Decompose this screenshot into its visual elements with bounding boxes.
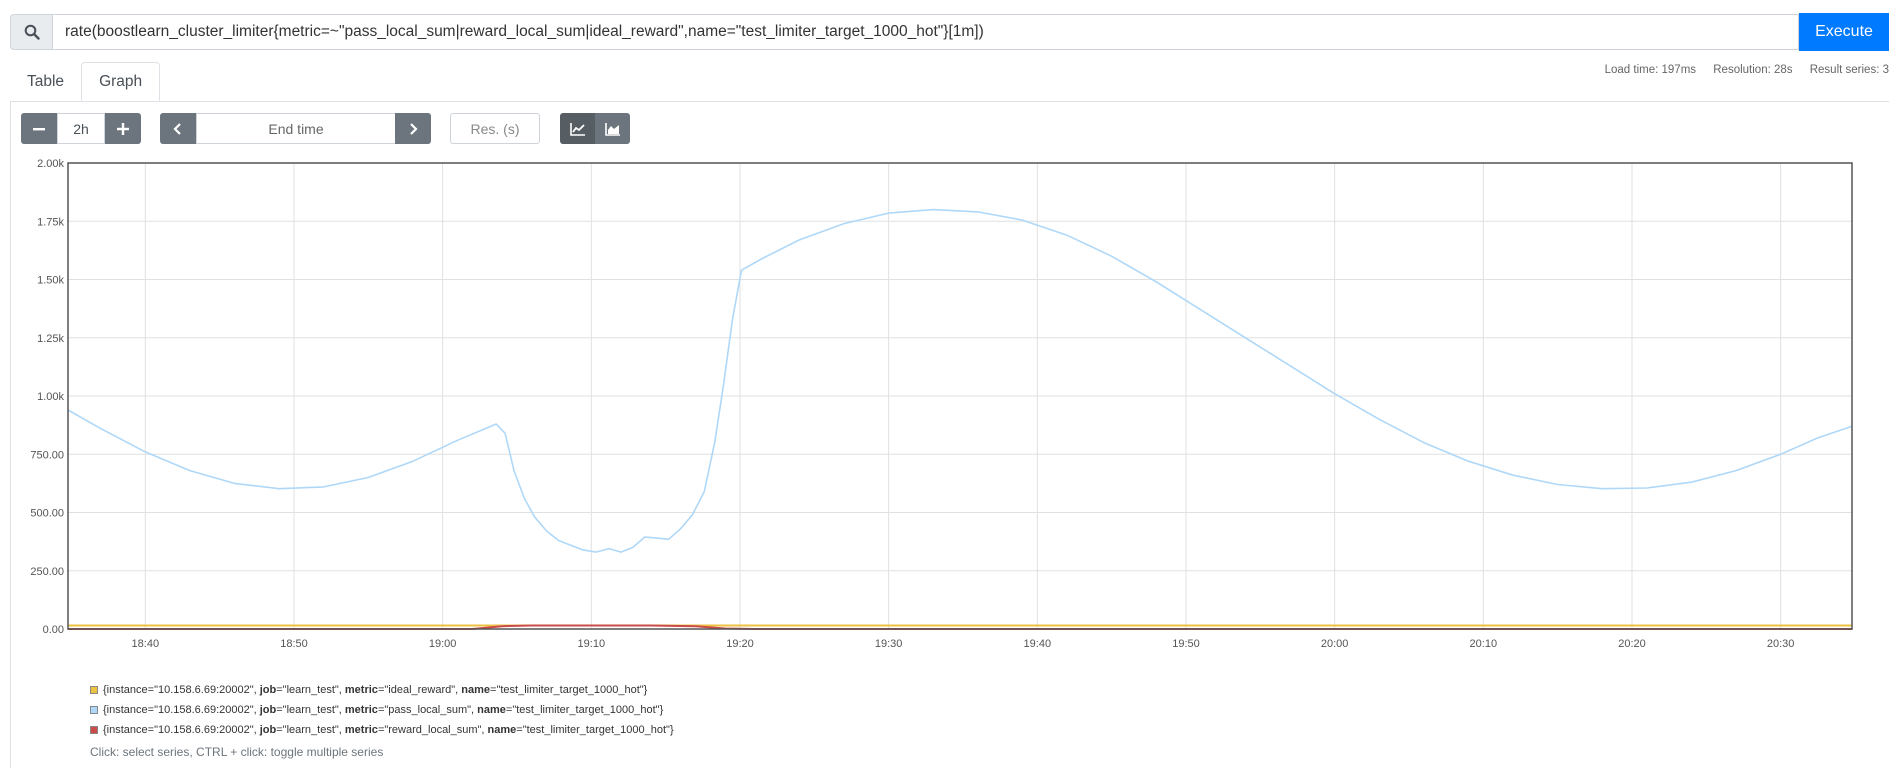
decrease-range-button[interactable] xyxy=(21,113,57,144)
series-line-1[interactable] xyxy=(67,208,1853,553)
resolution-stat: Resolution: 28s xyxy=(1713,64,1793,76)
x-tick-label: 20:30 xyxy=(1767,638,1795,650)
increase-range-button[interactable] xyxy=(105,113,141,144)
legend-swatch xyxy=(90,686,98,694)
time-series-chart[interactable]: 0.00 250.00 500.00 750.00 1.00k 1.25k 1.50k 1.7… xyxy=(0,152,1889,662)
legend-swatch xyxy=(90,726,98,734)
x-tick-label: 19:40 xyxy=(1024,638,1052,650)
chevron-left-icon xyxy=(173,122,181,135)
y-tick-label: 750.00 xyxy=(30,449,64,461)
x-tick-label: 19:50 xyxy=(1172,638,1200,650)
minus-icon xyxy=(33,127,45,130)
next-time-button[interactable] xyxy=(395,113,431,144)
y-tick-label: 1.00k xyxy=(37,391,64,403)
legend-hint: Click: select series, CTRL + click: togg… xyxy=(90,745,384,759)
expression-input[interactable]: rate(boostlearn_cluster_limiter{metric=~… xyxy=(52,14,1799,50)
y-tick-label: 250.00 xyxy=(30,566,64,578)
y-tick-label: 0.00 xyxy=(43,624,64,636)
legend-item[interactable]: {instance="10.158.6.69:20002", job="lear… xyxy=(90,700,674,720)
x-tick-label: 20:00 xyxy=(1321,638,1349,650)
x-tick-label: 20:20 xyxy=(1618,638,1646,650)
range-input[interactable]: 2h xyxy=(57,113,105,144)
x-tick-label: 19:10 xyxy=(578,638,606,650)
y-tick-label: 1.75k xyxy=(37,216,64,228)
result-series-stat: Result series: 3 xyxy=(1809,64,1889,76)
plus-icon xyxy=(117,122,129,135)
y-tick-label: 2.00k xyxy=(37,158,64,170)
tab-table[interactable]: Table xyxy=(27,72,65,90)
y-tick-label: 1.50k xyxy=(37,275,64,287)
chart-legend: {instance="10.158.6.69:20002", job="lear… xyxy=(90,680,674,740)
chart-grid xyxy=(68,162,1852,630)
plot-frame xyxy=(67,162,1853,630)
x-tick-label: 18:40 xyxy=(132,638,160,650)
query-bar: rate(boostlearn_cluster_limiter{metric=~… xyxy=(10,13,1889,51)
stacked-chart-button[interactable] xyxy=(595,113,630,144)
legend-label: {instance="10.158.6.69:20002", job="lear… xyxy=(103,684,648,696)
view-tabs: Table Graph xyxy=(10,62,161,102)
resolution-input[interactable]: Res. (s) xyxy=(450,113,540,144)
x-tick-label: 19:00 xyxy=(429,638,457,650)
execute-button[interactable]: Execute xyxy=(1799,13,1889,51)
legend-label: {instance="10.158.6.69:20002", job="lear… xyxy=(103,704,664,716)
x-tick-label: 19:30 xyxy=(875,638,903,650)
y-tick-label: 500.00 xyxy=(30,508,64,520)
chevron-right-icon xyxy=(410,122,418,135)
x-tick-label: 20:10 xyxy=(1470,638,1498,650)
tab-graph[interactable]: Graph xyxy=(81,62,161,101)
area-chart-icon xyxy=(604,122,620,136)
legend-item[interactable]: {instance="10.158.6.69:20002", job="lear… xyxy=(90,720,674,740)
chart-series xyxy=(67,208,1853,630)
line-chart-icon xyxy=(569,122,585,136)
legend-item[interactable]: {instance="10.158.6.69:20002", job="lear… xyxy=(90,680,674,700)
load-time: Load time: 197ms xyxy=(1604,64,1697,76)
line-chart-button[interactable] xyxy=(560,113,595,144)
search-icon xyxy=(24,24,40,40)
y-tick-label: 1.25k xyxy=(37,333,64,345)
tabs-divider xyxy=(10,101,1889,102)
chart-ticks: 0.00 250.00 500.00 750.00 1.00k 1.25k 1.50k 1.7… xyxy=(30,158,1794,650)
search-addon xyxy=(10,14,52,50)
previous-time-button[interactable] xyxy=(160,113,196,144)
query-stats: Load time: 197ms Resolution: 28s Result … xyxy=(1591,64,1889,76)
panel-border xyxy=(10,101,11,768)
legend-swatch xyxy=(90,706,98,714)
end-time-input[interactable]: End time xyxy=(196,113,396,144)
x-tick-label: 18:50 xyxy=(280,638,308,650)
x-tick-label: 19:20 xyxy=(726,638,754,650)
legend-label: {instance="10.158.6.69:20002", job="lear… xyxy=(103,724,674,736)
